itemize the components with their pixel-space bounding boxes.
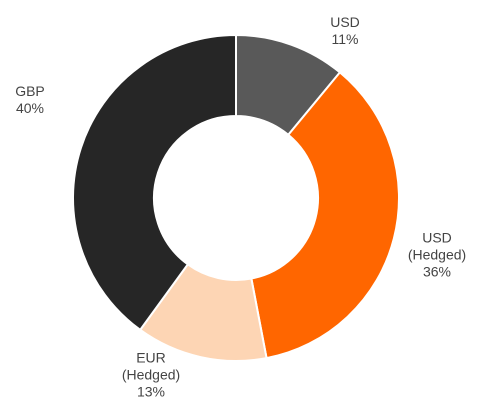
slice-name: GBP (15, 83, 45, 99)
slice-label: USD 11% (310, 14, 380, 48)
slice-value: 11% (331, 31, 359, 47)
slice-name: USD (Hedged) (407, 229, 467, 263)
slice-value: 13% (136, 383, 166, 400)
donut-slice (250, 70, 400, 360)
slice-name: EUR (Hedged) (121, 349, 181, 383)
slice-label: USD (Hedged) 36% (402, 230, 472, 281)
donut-slice (72, 33, 237, 332)
slice-name: USD (330, 14, 360, 30)
slice-label: EUR (Hedged) 13% (116, 350, 186, 401)
slice-label: GBP 40% (0, 83, 65, 117)
slice-value: 36% (422, 263, 452, 280)
slice-value: 40% (15, 100, 45, 116)
